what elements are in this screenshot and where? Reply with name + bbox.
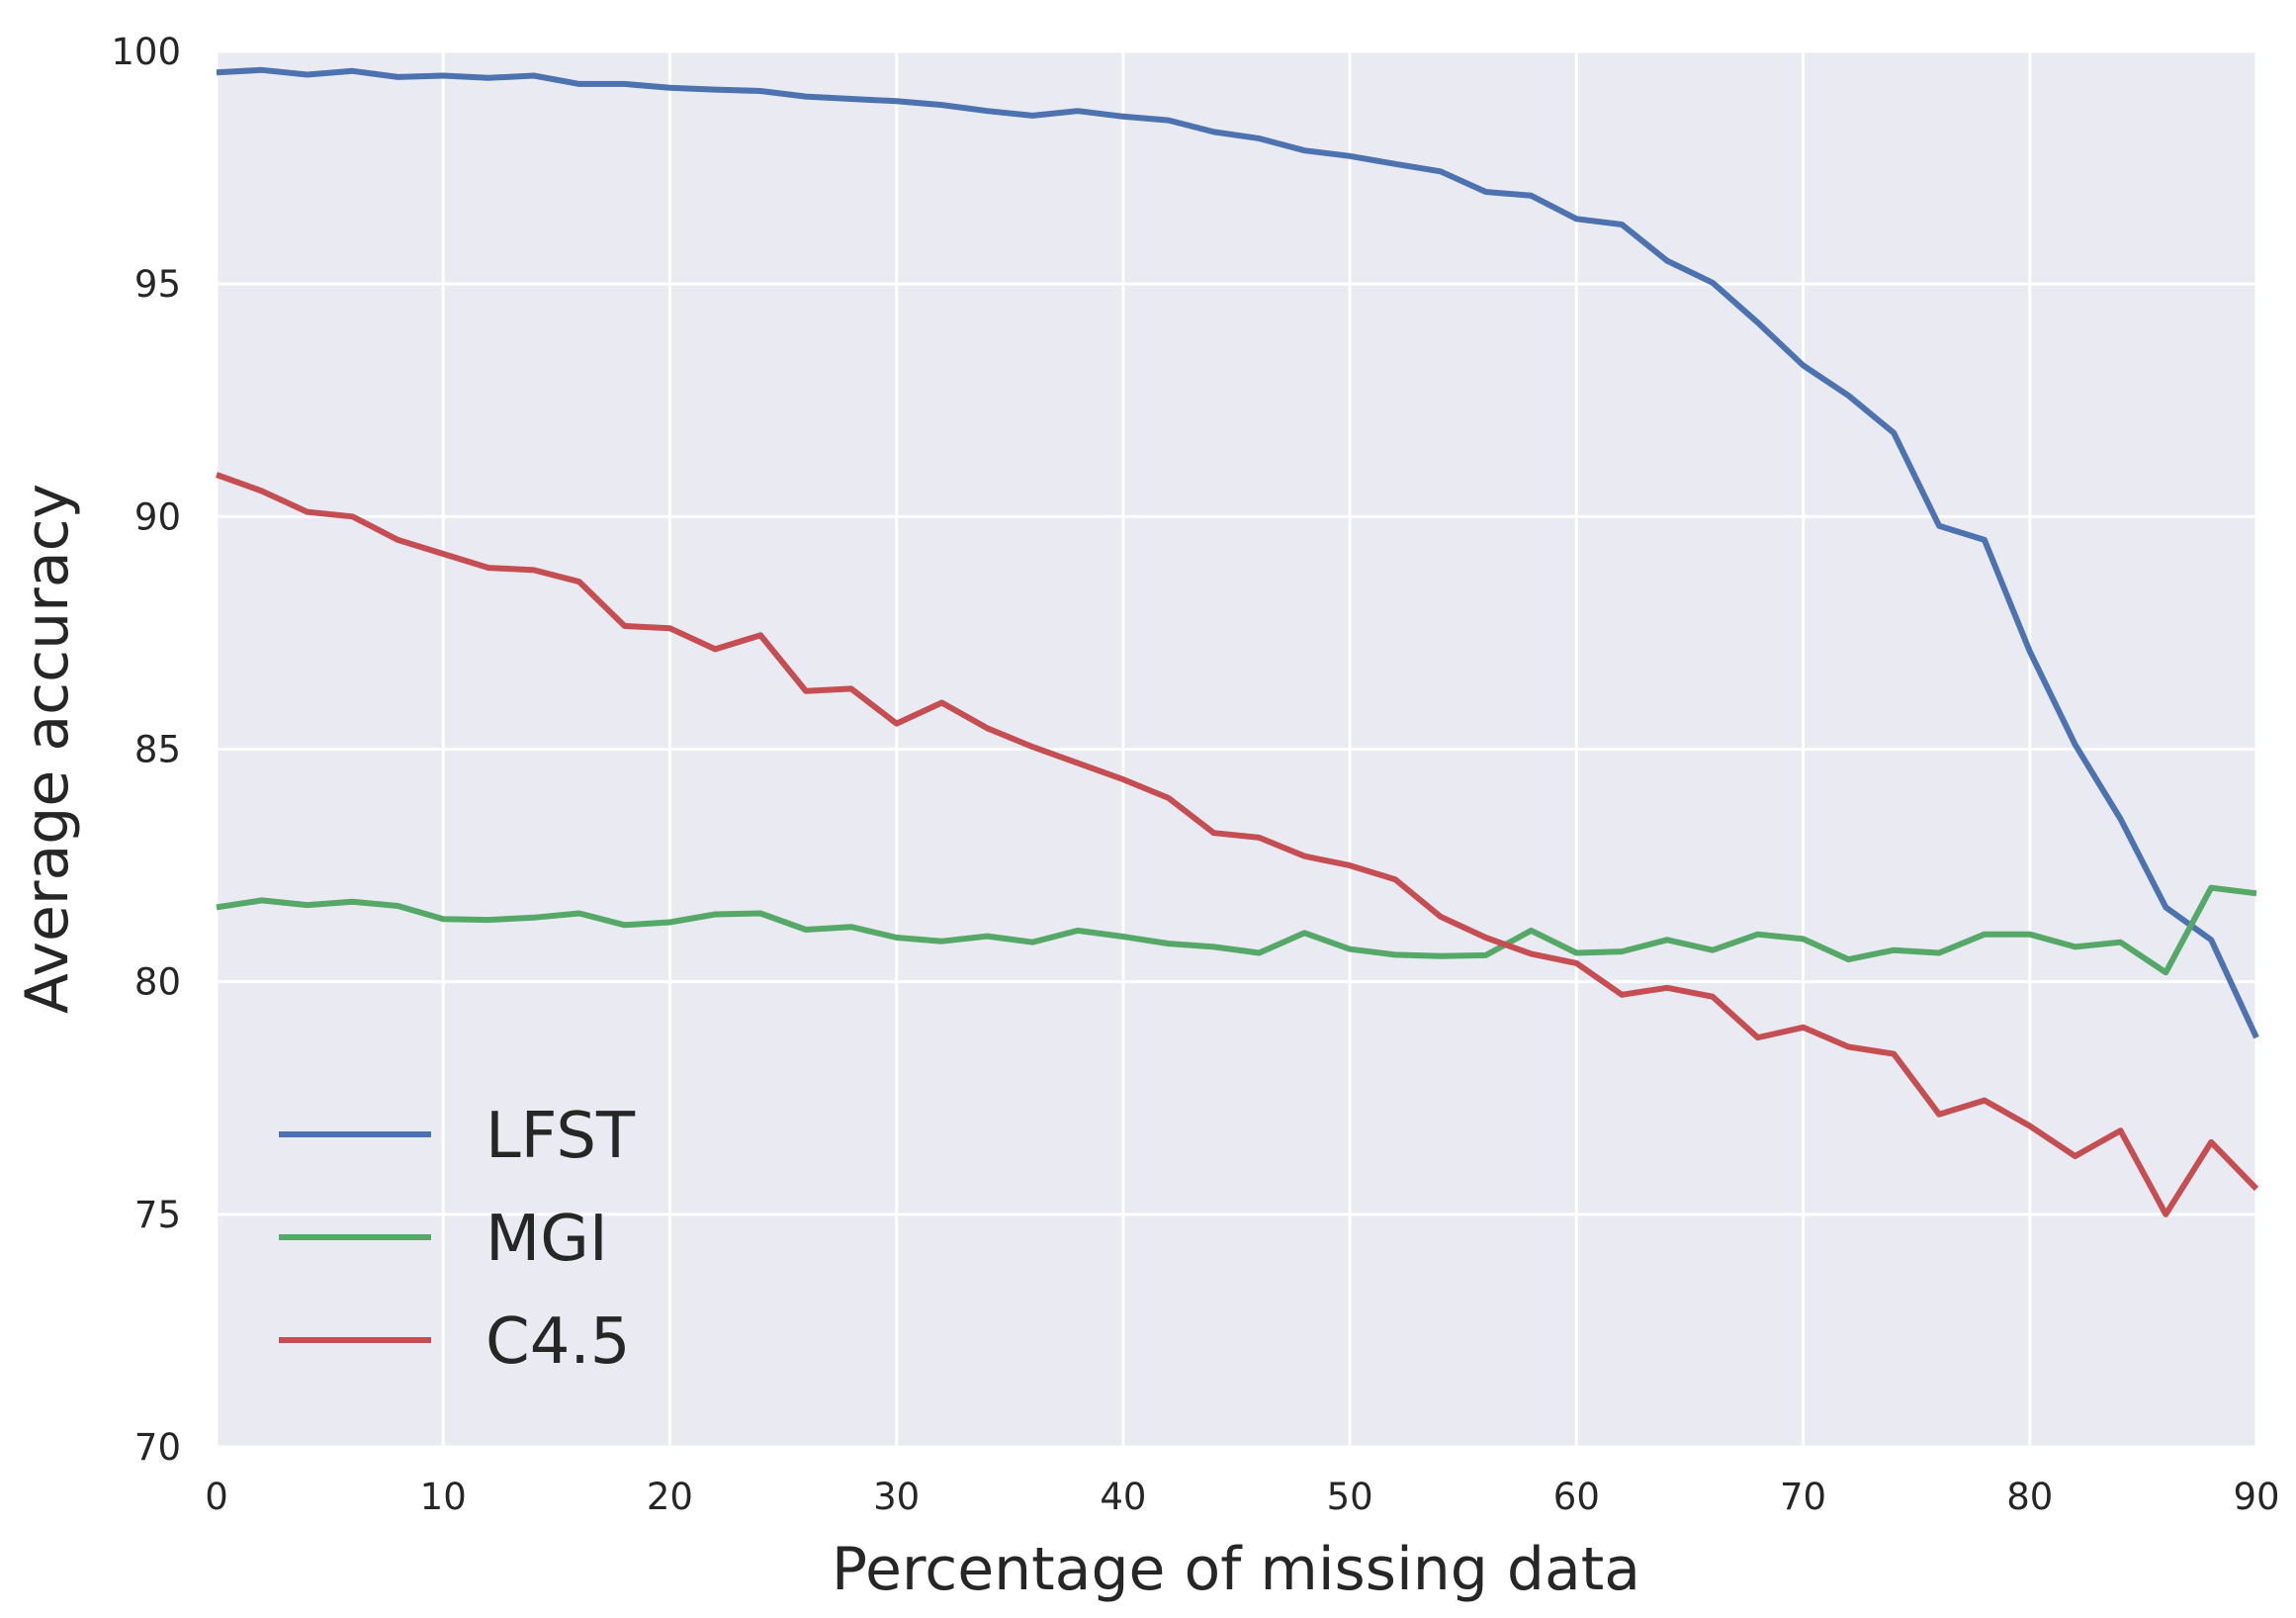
x-tick-label: 0 — [205, 1476, 228, 1518]
grid-lines — [215, 49, 2258, 1449]
y-tick-labels: 70 75 80 85 90 95 100 — [111, 31, 181, 1469]
x-tick-label: 90 — [2233, 1476, 2279, 1518]
y-tick-label: 85 — [134, 729, 181, 771]
series-line-mgi — [216, 884, 2257, 976]
legend-label: LFST — [486, 1100, 636, 1173]
x-tick-label: 70 — [1780, 1476, 1826, 1518]
y-tick-label: 95 — [134, 263, 181, 306]
y-tick-label: 90 — [134, 495, 181, 538]
y-tick-label: 80 — [134, 961, 181, 1004]
x-tick-labels: 0 10 20 30 40 50 60 70 80 90 — [205, 1476, 2279, 1518]
x-tick-label: 10 — [420, 1476, 467, 1518]
x-tick-label: 60 — [1553, 1476, 1600, 1518]
x-tick-label: 20 — [647, 1476, 693, 1518]
x-tick-label: 40 — [1100, 1476, 1146, 1518]
y-tick-label: 75 — [134, 1194, 181, 1236]
y-tick-label: 70 — [134, 1426, 181, 1469]
legend-label: MGI — [486, 1203, 608, 1276]
legend-label: C4.5 — [486, 1305, 630, 1379]
x-axis-title: Percentage of missing data — [832, 1535, 1640, 1604]
y-tick-label: 100 — [111, 31, 181, 73]
series-line-lfst — [216, 66, 2259, 1039]
x-tick-label: 30 — [873, 1476, 920, 1518]
x-tick-label: 80 — [2006, 1476, 2053, 1518]
series-line-c4-5 — [215, 472, 2259, 1217]
series-lines — [215, 66, 2259, 1217]
y-axis-title: Average accuracy — [13, 484, 82, 1014]
legend: LFST MGI C4.5 — [279, 1100, 636, 1379]
x-tick-label: 50 — [1327, 1476, 1373, 1518]
